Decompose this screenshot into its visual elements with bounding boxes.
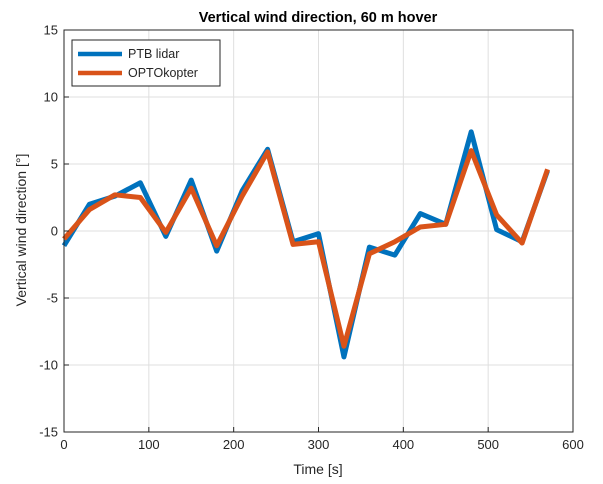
legend-label-ptb-lidar: PTB lidar xyxy=(128,47,179,61)
y-tick-label: 15 xyxy=(44,23,58,38)
y-axis-label: Vertical wind direction [°] xyxy=(13,154,29,307)
y-tick-label: -15 xyxy=(39,425,58,440)
x-tick-label: 400 xyxy=(392,437,414,452)
y-tick-label: -10 xyxy=(39,358,58,373)
y-tick-label: 0 xyxy=(51,224,58,239)
y-tick-label: -5 xyxy=(46,291,58,306)
x-tick-label: 500 xyxy=(477,437,499,452)
chart-title: Vertical wind direction, 60 m hover xyxy=(199,10,438,26)
x-tick-label: 100 xyxy=(138,437,160,452)
x-tick-label: 0 xyxy=(60,437,67,452)
y-tick-label: 10 xyxy=(44,90,58,105)
series-line-optokopter xyxy=(62,148,550,349)
x-tick-label: 600 xyxy=(562,437,584,452)
axis-ticks: 0 100 200 300 400 500 600 -15 -10 -5 0 5 10 15 xyxy=(39,23,584,453)
y-tick-label: 5 xyxy=(51,157,58,172)
legend-label-optokopter: OPTOkopter xyxy=(128,66,198,80)
x-tick-label: 200 xyxy=(223,437,245,452)
legend: PTB lidar OPTOkopter xyxy=(71,39,221,87)
x-tick-label: 300 xyxy=(308,437,330,452)
series-line-ptb-lidar xyxy=(61,129,550,360)
x-axis-label: Time [s] xyxy=(293,461,342,477)
legend-box xyxy=(71,39,221,87)
series-layer xyxy=(61,129,550,360)
